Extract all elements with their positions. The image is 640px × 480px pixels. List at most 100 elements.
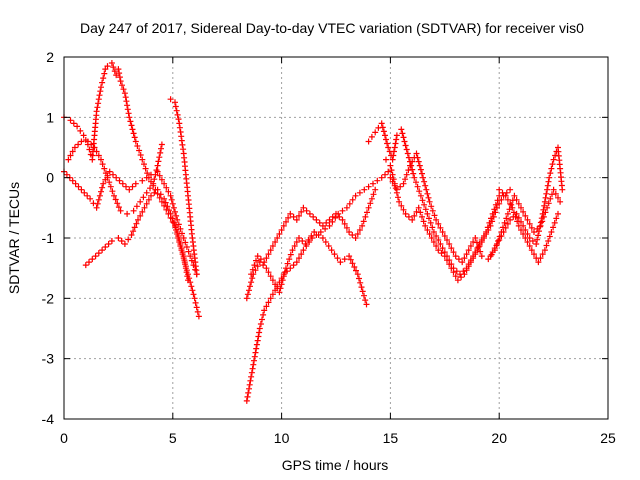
data-point: [184, 273, 191, 280]
data-point: [351, 264, 358, 270]
data-point: [553, 215, 560, 222]
data-point: [260, 262, 267, 269]
data-point: [123, 98, 130, 105]
data-point: [502, 224, 509, 231]
data-point: [336, 213, 343, 220]
data-point: [132, 138, 139, 145]
data-point: [401, 138, 408, 145]
data-point: [300, 204, 307, 211]
data-point: [498, 233, 505, 239]
data-point: [441, 233, 448, 239]
data-point: [467, 259, 474, 266]
data-point: [130, 207, 137, 214]
data-point: [113, 174, 120, 181]
data-point: [419, 213, 425, 220]
data-point: [75, 141, 82, 148]
data-point: [128, 122, 135, 129]
data-point: [362, 213, 369, 220]
data-point: [139, 208, 146, 215]
data-point: [411, 212, 418, 219]
data-point: [404, 150, 411, 157]
data-point: [129, 126, 136, 133]
data-point: [313, 216, 320, 223]
data-point: [526, 220, 533, 227]
data-point: [396, 198, 403, 205]
data-point: [424, 210, 431, 217]
x-axis-label: GPS time / hours: [282, 457, 389, 473]
data-point: [293, 239, 300, 245]
data-point: [244, 393, 251, 400]
data-point: [414, 183, 421, 190]
data-point: [71, 144, 78, 151]
data-point: [389, 178, 396, 185]
data-point: [420, 218, 427, 225]
data-point: [116, 177, 123, 184]
data-point: [267, 247, 274, 254]
x-tick-label: 20: [491, 430, 507, 446]
data-point: [487, 253, 494, 260]
series-track-b: [61, 168, 200, 278]
data-point: [245, 389, 252, 396]
data-point: [537, 255, 544, 262]
data-point: [422, 206, 429, 213]
data-point: [89, 256, 96, 263]
data-point: [124, 106, 131, 113]
data-point: [246, 381, 253, 388]
data-point: [334, 255, 341, 262]
data-point: [435, 247, 442, 254]
data-point: [97, 88, 104, 95]
data-point: [269, 277, 276, 284]
data-point: [166, 207, 172, 214]
data-point: [70, 120, 77, 127]
data-point: [253, 257, 259, 264]
data-point: [349, 232, 356, 238]
y-tick-label: 2: [46, 49, 54, 65]
data-point: [547, 195, 554, 202]
data-point: [102, 170, 109, 177]
data-point: [82, 262, 89, 269]
data-point: [489, 218, 496, 225]
data-point: [305, 237, 312, 243]
data-point: [391, 182, 398, 189]
data-point: [91, 144, 98, 151]
data-point: [510, 209, 517, 216]
data-point: [549, 161, 556, 168]
data-point: [419, 197, 426, 204]
data-point: [359, 222, 366, 229]
data-point: [426, 231, 433, 237]
data-marks: [61, 60, 566, 404]
data-point: [128, 232, 135, 238]
data-point: [319, 235, 326, 241]
data-point: [179, 249, 186, 256]
data-point: [429, 224, 436, 231]
data-point: [496, 237, 503, 243]
data-point: [459, 259, 466, 266]
data-point: [98, 156, 104, 163]
data-point: [283, 218, 289, 225]
data-point: [329, 213, 336, 220]
data-point: [185, 248, 192, 255]
data-point: [439, 245, 446, 252]
data-point: [362, 297, 369, 304]
data-point: [308, 233, 315, 239]
data-point: [95, 250, 102, 257]
data-point: [455, 256, 462, 263]
data-point: [316, 219, 323, 226]
data-point: [291, 243, 298, 249]
data-point: [167, 96, 174, 103]
data-point: [426, 215, 432, 222]
data-point: [108, 238, 115, 244]
data-point: [78, 186, 85, 193]
data-point: [395, 194, 401, 201]
data-point: [302, 241, 309, 247]
data-point: [337, 259, 344, 266]
data-point: [248, 279, 255, 286]
data-point: [514, 218, 521, 225]
data-point: [341, 256, 348, 263]
data-point: [322, 239, 329, 245]
data-point: [95, 100, 102, 107]
data-point: [179, 141, 186, 148]
data-point: [127, 118, 134, 125]
data-point: [520, 231, 527, 237]
data-point: [296, 212, 302, 219]
